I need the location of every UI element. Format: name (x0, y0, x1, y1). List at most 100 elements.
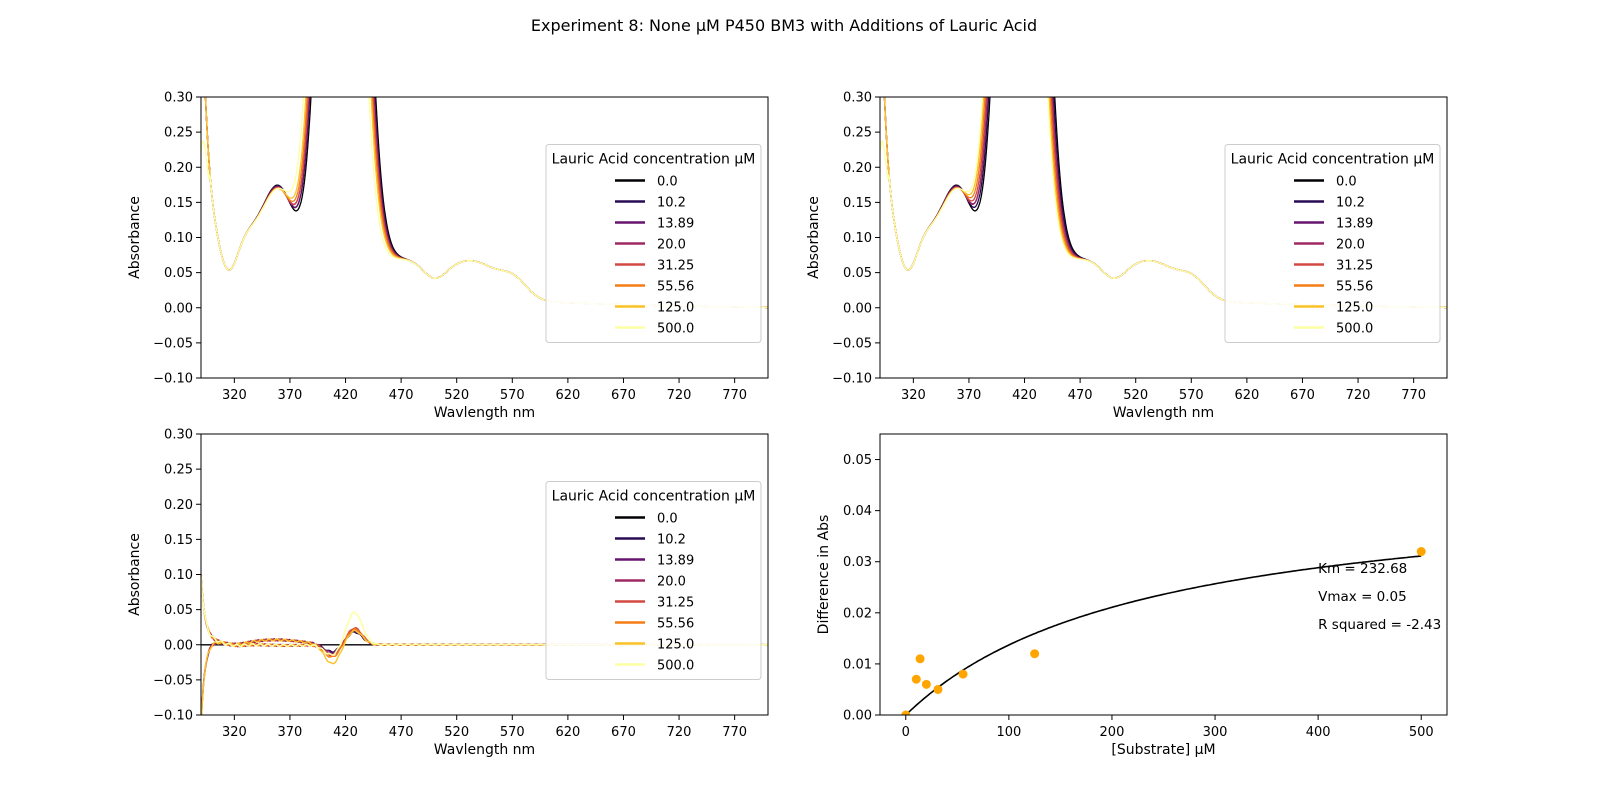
x-tick-label: 770 (722, 388, 747, 403)
x-tick-label: 300 (1203, 725, 1228, 740)
fit-annotation-1: Vmax = 0.05 (1318, 589, 1407, 605)
x-tick-label: 0 (902, 725, 910, 740)
x-tick-label: 470 (389, 388, 414, 403)
legend-label-500.0: 500.0 (657, 322, 694, 337)
legend-box (545, 481, 762, 680)
michaelis-menten-panel: 0 100 200 300 400 500 0.00 0.01 0.02 0.03 0.04 0.05… (816, 433, 1448, 758)
legend-title: Lauric Acid concentration μM (552, 152, 756, 168)
x-tick-label: 670 (611, 388, 636, 403)
y-tick-label: 0.10 (164, 231, 193, 246)
y-tick-label: 0.20 (164, 161, 193, 176)
axes-frame (200, 96, 769, 379)
legend-label-13.89: 13.89 (1336, 217, 1373, 232)
y-tick-label: 0.00 (164, 301, 193, 316)
y-tick-label: 0.00 (843, 709, 872, 724)
legend: Lauric Acid concentration μM 0.0 10.2 13.89… (545, 481, 762, 680)
y-tick-label: 0.05 (843, 266, 872, 281)
figure-title: Experiment 8: None μM P450 BM3 with Addi… (531, 16, 1037, 35)
y-tick-label: 0.30 (843, 91, 872, 106)
legend-label-55.56: 55.56 (1336, 280, 1373, 295)
legend-label-13.89: 13.89 (657, 554, 694, 569)
legend-label-125.0: 125.0 (657, 638, 694, 653)
data-point-4 (933, 684, 943, 694)
x-tick-label: 720 (667, 388, 692, 403)
x-axis-label: [Substrate] μM (1111, 742, 1215, 758)
y-tick-label: 0.00 (164, 638, 193, 653)
y-tick-label: 0.00 (843, 301, 872, 316)
data-point-1 (911, 674, 921, 684)
x-axis-label: Wavlength nm (1113, 405, 1214, 421)
spectrum-panel-top-left: 320 370 420 470 520 570 620 670 720 770 −0.10 −0.05… (127, 91, 769, 421)
x-tick-label: 770 (722, 725, 747, 740)
y-tick-label: 0.04 (843, 504, 872, 519)
x-tick-label: 620 (555, 725, 580, 740)
plot-area (901, 547, 1426, 715)
legend-label-13.89: 13.89 (657, 217, 694, 232)
x-tick-label: 320 (222, 725, 247, 740)
y-tick-label: 0.30 (164, 91, 193, 106)
legend-label-10.2: 10.2 (657, 196, 686, 211)
legend-label-500.0: 500.0 (1336, 322, 1373, 337)
legend-label-31.25: 31.25 (1336, 259, 1373, 274)
y-tick-label: 0.05 (843, 453, 872, 468)
fit-annotation-2: R squared = -2.43 (1318, 617, 1441, 633)
legend-label-55.56: 55.56 (657, 280, 694, 295)
data-point-2 (915, 654, 925, 664)
legend-title: Lauric Acid concentration μM (552, 489, 756, 505)
y-axis-label: Absorbance (127, 533, 143, 616)
x-tick-label: 620 (1234, 388, 1259, 403)
data-point-6 (1030, 649, 1040, 659)
x-tick-label: 500 (1409, 725, 1434, 740)
y-tick-label: 0.15 (164, 196, 193, 211)
x-tick-label: 100 (996, 725, 1021, 740)
legend: Lauric Acid concentration μM 0.0 10.2 13.89… (545, 144, 762, 343)
y-tick-label: −0.10 (153, 372, 193, 387)
y-tick-label: 0.02 (843, 606, 872, 621)
legend-label-55.56: 55.56 (657, 617, 694, 632)
axes-frame (879, 96, 1448, 379)
legend-label-20.0: 20.0 (657, 575, 686, 590)
x-tick-label: 670 (611, 725, 636, 740)
y-tick-label: −0.10 (832, 372, 872, 387)
y-axis-label: Difference in Abs (816, 515, 832, 635)
x-tick-label: 420 (333, 388, 358, 403)
y-axis-label: Absorbance (127, 196, 143, 279)
x-tick-label: 370 (957, 388, 982, 403)
y-tick-label: 0.05 (164, 266, 193, 281)
legend: Lauric Acid concentration μM 0.0 10.2 13.89… (1224, 144, 1441, 343)
data-point-0 (901, 710, 911, 715)
legend-label-0.0: 0.0 (657, 175, 678, 190)
legend-label-500.0: 500.0 (657, 659, 694, 674)
x-tick-label: 570 (1179, 388, 1204, 403)
y-tick-label: 0.10 (843, 231, 872, 246)
y-tick-label: −0.10 (153, 709, 193, 724)
y-tick-label: 0.03 (843, 555, 872, 570)
x-tick-label: 420 (1012, 388, 1037, 403)
y-tick-label: 0.15 (164, 533, 193, 548)
x-tick-label: 720 (1346, 388, 1371, 403)
x-tick-label: 320 (901, 388, 926, 403)
y-tick-label: 0.25 (843, 126, 872, 141)
data-point-7 (1416, 547, 1426, 557)
x-tick-label: 200 (1100, 725, 1125, 740)
legend-box (1224, 144, 1441, 343)
y-tick-label: 0.20 (843, 161, 872, 176)
legend-label-31.25: 31.25 (657, 596, 694, 611)
axes-frame (879, 433, 1448, 716)
legend-box (545, 144, 762, 343)
data-point-3 (921, 679, 931, 689)
y-tick-label: 0.30 (164, 428, 193, 443)
y-tick-label: −0.05 (153, 673, 193, 688)
x-tick-label: 400 (1306, 725, 1331, 740)
difference-spectrum-panel: 320 370 420 470 520 570 620 670 720 770 −0.10 −0.05… (127, 428, 769, 758)
x-tick-label: 520 (444, 725, 469, 740)
y-tick-label: 0.05 (164, 603, 193, 618)
legend-title: Lauric Acid concentration μM (1231, 152, 1435, 168)
x-tick-label: 620 (555, 388, 580, 403)
fit-annotation-0: Km = 232.68 (1318, 561, 1407, 577)
legend-label-0.0: 0.0 (1336, 175, 1357, 190)
x-tick-label: 370 (278, 388, 303, 403)
x-tick-label: 770 (1401, 388, 1426, 403)
legend-label-125.0: 125.0 (1336, 301, 1373, 316)
